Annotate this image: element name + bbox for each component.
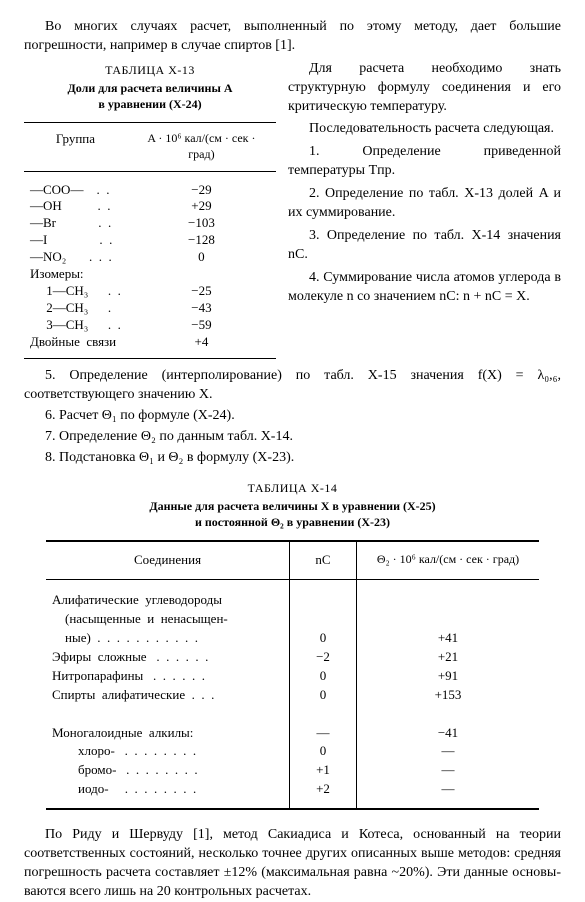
t14-name-cell: иодо- . . . . . . . . bbox=[46, 780, 290, 809]
table-x13: Группа A · 10⁶ кал/(см · сек · град) —CO… bbox=[24, 122, 276, 359]
t13-group-cell: —I . . bbox=[24, 232, 127, 249]
t13-value-cell bbox=[127, 266, 276, 283]
t14-nc-cell bbox=[290, 705, 357, 724]
table-row: хлоро- . . . . . . . .0— bbox=[46, 742, 539, 761]
t13-group-cell: Двойные связи bbox=[24, 334, 127, 359]
table-x14-title: Данные для расчета величины X в уравнени… bbox=[24, 498, 561, 530]
step-6: 6. Расчет Θ₁ по формуле (X-24). bbox=[24, 407, 561, 426]
step-8: 8. Подстановка Θ₁ и Θ₂ в формулу (X-23). bbox=[24, 449, 561, 468]
step-7: 7. Определение Θ₂ по данным табл. X-14. bbox=[24, 428, 561, 447]
table-x14-col2: nC bbox=[290, 541, 357, 579]
t14-theta-cell: +41 bbox=[357, 629, 540, 648]
table-row bbox=[46, 705, 539, 724]
t13-value-cell: −59 bbox=[127, 317, 276, 334]
t13-value-cell: −103 bbox=[127, 215, 276, 232]
t13-value-cell: −25 bbox=[127, 283, 276, 300]
table-x13-block: ТАБЛИЦА X-13 Доли для расчета величины A… bbox=[24, 60, 276, 360]
t14-theta-cell bbox=[357, 580, 540, 610]
table-row: 2—CH₃ .−43 bbox=[24, 300, 276, 317]
table-x14-title-line2: и постоянной Θ₂ в уравнении (X-23) bbox=[195, 515, 390, 529]
table-x13-col1: Группа bbox=[24, 123, 127, 171]
t14-name-cell: Эфиры сложные . . . . . . bbox=[46, 648, 290, 667]
table-row: Спирты алифатические . . .0+153 bbox=[46, 686, 539, 705]
t13-group-cell: —OH . . bbox=[24, 198, 127, 215]
t14-theta-cell: −41 bbox=[357, 724, 540, 743]
t14-name-cell: Алифатические углеводороды bbox=[46, 580, 290, 610]
t14-name-cell: ные) . . . . . . . . . . . bbox=[46, 629, 290, 648]
t13-value-cell: −43 bbox=[127, 300, 276, 317]
t13-value-cell: −128 bbox=[127, 232, 276, 249]
table-row: —NO₂ . . .0 bbox=[24, 249, 276, 266]
t14-nc-cell: +2 bbox=[290, 780, 357, 809]
t13-value-cell: +29 bbox=[127, 198, 276, 215]
table-row: 1—CH₃ . .−25 bbox=[24, 283, 276, 300]
t13-group-cell: 2—CH₃ . bbox=[24, 300, 127, 317]
t14-theta-cell bbox=[357, 705, 540, 724]
table-row: —Br . .−103 bbox=[24, 215, 276, 232]
table-x13-label: ТАБЛИЦА X-13 bbox=[24, 62, 276, 78]
upper-section: ТАБЛИЦА X-13 Доли для расчета величины A… bbox=[24, 60, 561, 360]
t13-value-cell: +4 bbox=[127, 334, 276, 359]
table-x14-col3: Θ₂ · 10⁶ кал/(см · сек · град) bbox=[357, 541, 540, 579]
t14-theta-cell: +91 bbox=[357, 667, 540, 686]
table-row: Алифатические углеводороды bbox=[46, 580, 539, 610]
table-x13-title: Доли для расчета величины A в уравнении … bbox=[24, 80, 276, 112]
t14-nc-cell: +1 bbox=[290, 761, 357, 780]
t13-group-cell: 3—CH₃ . . bbox=[24, 317, 127, 334]
table-x14-wrap: Соединения nC Θ₂ · 10⁶ кал/(см · сек · г… bbox=[46, 540, 539, 810]
t14-theta-cell: +21 bbox=[357, 648, 540, 667]
t14-name-cell: бромо- . . . . . . . . bbox=[46, 761, 290, 780]
t14-name-cell: Нитропарафины . . . . . . bbox=[46, 667, 290, 686]
table-row: 3—CH₃ . .−59 bbox=[24, 317, 276, 334]
table-row: бромо- . . . . . . . .+1— bbox=[46, 761, 539, 780]
t14-theta-cell: — bbox=[357, 742, 540, 761]
t14-theta-cell bbox=[357, 610, 540, 629]
table-row: —COO— . .−29 bbox=[24, 171, 276, 198]
t14-nc-cell bbox=[290, 580, 357, 610]
table-row: (насыщенные и ненасыщен- bbox=[46, 610, 539, 629]
t13-group-cell: 1—CH₃ . . bbox=[24, 283, 127, 300]
table-x14: Соединения nC Θ₂ · 10⁶ кал/(см · сек · г… bbox=[46, 540, 539, 810]
steps-list: 5. Определение (интерполирование) по таб… bbox=[24, 367, 561, 467]
t14-nc-cell: −2 bbox=[290, 648, 357, 667]
t13-value-cell: −29 bbox=[127, 171, 276, 198]
t14-name-cell: хлоро- . . . . . . . . bbox=[46, 742, 290, 761]
table-row: ные) . . . . . . . . . . .0+41 bbox=[46, 629, 539, 648]
table-row: Изомеры: bbox=[24, 266, 276, 283]
table-x14-col1: Соединения bbox=[46, 541, 290, 579]
t14-nc-cell: 0 bbox=[290, 686, 357, 705]
step-5: 5. Определение (интерполирование) по таб… bbox=[24, 367, 561, 405]
t14-nc-cell: 0 bbox=[290, 667, 357, 686]
t14-nc-cell bbox=[290, 610, 357, 629]
table-x14-title-line1: Данные для расчета величины X в уравнени… bbox=[149, 499, 435, 513]
t14-nc-cell: 0 bbox=[290, 629, 357, 648]
t13-group-cell: —NO₂ . . . bbox=[24, 249, 127, 266]
intro-paragraph: Во многих случаях расчет, выполненный по… bbox=[24, 18, 561, 56]
t13-group-cell: —Br . . bbox=[24, 215, 127, 232]
table-x13-title-line1: Доли для расчета величины A bbox=[67, 81, 232, 95]
t14-name-cell: Моногалоидные алкилы: bbox=[46, 724, 290, 743]
t13-value-cell: 0 bbox=[127, 249, 276, 266]
t14-name-cell: Спирты алифатические . . . bbox=[46, 686, 290, 705]
table-row: —OH . .+29 bbox=[24, 198, 276, 215]
t14-theta-cell: — bbox=[357, 780, 540, 809]
final-paragraph: По Риду и Шервуду [1], метод Сакиадиса и… bbox=[24, 826, 561, 902]
table-row: Нитропарафины . . . . . .0+91 bbox=[46, 667, 539, 686]
t14-theta-cell: +153 bbox=[357, 686, 540, 705]
table-row: —I . .−128 bbox=[24, 232, 276, 249]
table-row: Двойные связи+4 bbox=[24, 334, 276, 359]
t13-group-cell: —COO— . . bbox=[24, 171, 127, 198]
table-row: иодо- . . . . . . . .+2— bbox=[46, 780, 539, 809]
table-x13-col2: A · 10⁶ кал/(см · сек · град) bbox=[127, 123, 276, 171]
t14-name-cell bbox=[46, 705, 290, 724]
t13-group-cell: Изомеры: bbox=[24, 266, 127, 283]
t14-nc-cell: — bbox=[290, 724, 357, 743]
t14-nc-cell: 0 bbox=[290, 742, 357, 761]
t14-theta-cell: — bbox=[357, 761, 540, 780]
t14-name-cell: (насыщенные и ненасыщен- bbox=[46, 610, 290, 629]
table-x13-title-line2: в уравнении (X-24) bbox=[98, 97, 201, 111]
table-row: Эфиры сложные . . . . . .−2+21 bbox=[46, 648, 539, 667]
table-row: Моногалоидные алкилы:—−41 bbox=[46, 724, 539, 743]
table-x14-label: ТАБЛИЦА X-14 bbox=[24, 480, 561, 496]
